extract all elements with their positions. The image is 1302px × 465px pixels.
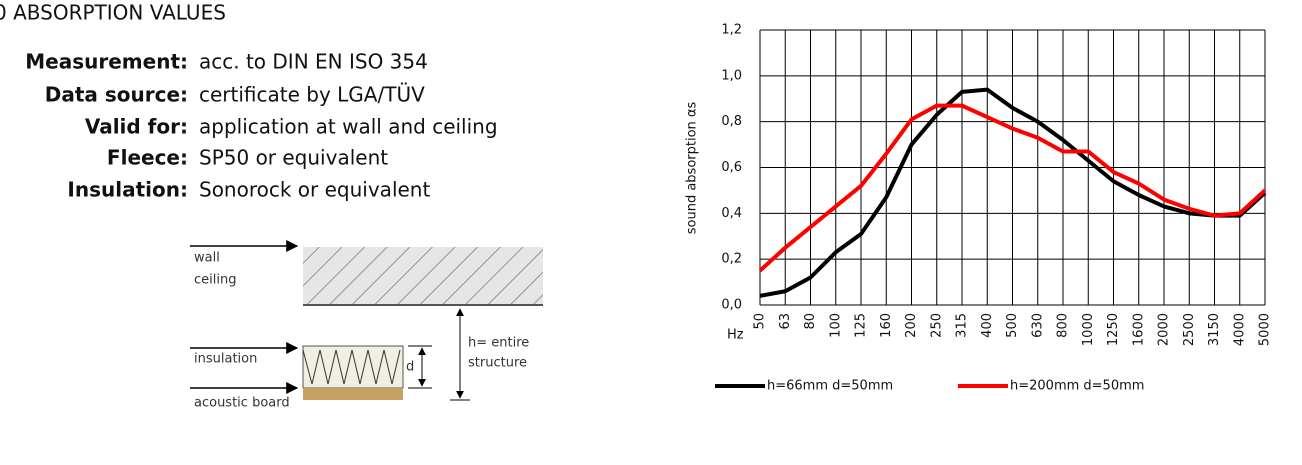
x-tick-label: 63 [778, 313, 793, 330]
x-tick-label: 1600 [1131, 313, 1146, 346]
y-axis-label: sound absorption αs [685, 102, 700, 235]
heading: 0 ABSORPTION VALUES [0, 1, 226, 25]
x-tick-label: 3150 [1207, 313, 1222, 346]
x-tick-label: 250 [929, 313, 944, 338]
spec-value: application at wall and ceiling [199, 115, 498, 139]
spec-value: SP50 or equivalent [199, 146, 388, 170]
x-tick-label: 500 [1005, 313, 1020, 338]
x-tick-label: 315 [955, 313, 970, 338]
x-unit: Hz [727, 328, 744, 343]
chart: sound absorption αs Hz 0,0 0,2 0,4 0,6 0,8 1,… [685, 23, 1273, 394]
x-tick-label: 160 [879, 313, 894, 338]
x-tick-label: 400 [980, 313, 995, 338]
spec-label: Measurement: [25, 50, 188, 74]
x-tick-label: 100 [828, 313, 843, 338]
diagram-label: acoustic board [194, 396, 290, 411]
spec-list: Measurement: acc. to DIN EN ISO 354 Data s… [25, 50, 497, 202]
acoustic-board [303, 388, 403, 400]
spec-value: certificate by LGA/TÜV [199, 83, 425, 107]
x-tick-label: 1250 [1106, 313, 1121, 346]
y-tick-label: 0,8 [721, 114, 742, 129]
x-tick-label: 2000 [1157, 313, 1172, 346]
y-tick-label: 0,0 [721, 298, 742, 313]
diagram-label: ceiling [194, 273, 236, 288]
x-tick-label: 4000 [1232, 313, 1247, 346]
y-tick-label: 0,6 [721, 160, 742, 175]
legend-label: h=200mm d=50mm [1010, 379, 1144, 394]
data-line [758, 103, 1267, 273]
x-tick-label: 50 [753, 313, 768, 330]
x-tick-label: 5000 [1258, 313, 1273, 346]
x-tick-label: 1000 [1081, 313, 1096, 346]
diagram-label: structure [468, 356, 527, 371]
wall-slab [303, 247, 543, 305]
x-tick-label: 630 [1030, 313, 1045, 338]
diagram-label: h= entire [468, 336, 529, 351]
spec-label: Fleece: [107, 146, 188, 170]
insulation-fibers [302, 349, 401, 385]
spec-value: Sonorock or equivalent [199, 178, 430, 202]
x-tick-label: 200 [904, 313, 919, 338]
y-tick-label: 1,2 [721, 23, 742, 38]
x-tick-label: 80 [803, 313, 818, 330]
x-tick-label: 800 [1056, 313, 1071, 338]
y-tick-label: 0,2 [721, 252, 742, 267]
y-tick-label: 0,4 [721, 206, 742, 221]
data-line [759, 87, 1267, 298]
spec-label: Data source: [45, 83, 188, 107]
y-tick-label: 1,0 [721, 68, 742, 83]
diagram-label: wall [194, 251, 220, 266]
diagram-label: insulation [194, 352, 257, 367]
diagram: wall ceiling insulation acoustic board h… [190, 240, 543, 411]
legend-label: h=66mm d=50mm [767, 379, 893, 394]
diagram-label: d [406, 360, 414, 375]
x-tick-label: 125 [854, 313, 869, 338]
x-tick-label: 2500 [1182, 313, 1197, 346]
spec-value: acc. to DIN EN ISO 354 [199, 50, 428, 74]
spec-label: Valid for: [85, 115, 188, 139]
spec-label: Insulation: [67, 178, 188, 202]
